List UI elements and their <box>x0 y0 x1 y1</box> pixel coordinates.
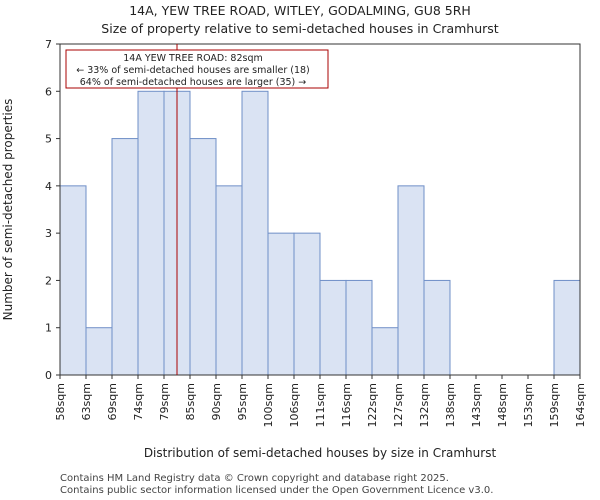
y-axis: 0 1 2 3 4 5 6 7 <box>45 38 60 382</box>
annotation-box: 14A YEW TREE ROAD: 82sqm ← 33% of semi-d… <box>65 49 329 89</box>
x-tick-label: 164sqm <box>574 383 587 427</box>
x-tick-label: 69sqm <box>106 383 119 420</box>
x-tick-label: 116sqm <box>340 383 353 427</box>
y-tick-label: 1 <box>45 322 52 335</box>
y-tick-label: 7 <box>45 38 52 51</box>
bar-132sqm <box>423 279 451 376</box>
bar-122sqm <box>371 327 399 376</box>
x-tick-label: 79sqm <box>158 383 171 420</box>
x-tick-label: 159sqm <box>548 383 561 427</box>
y-tick-label: 3 <box>45 227 52 240</box>
bar-95sqm <box>241 90 269 376</box>
bar-159sqm <box>553 279 581 376</box>
x-tick-label: 106sqm <box>288 383 301 427</box>
annotation-line-3: 64% of semi-detached houses are larger (… <box>80 77 307 88</box>
x-axis: 58sqm 63sqm 69sqm 74sqm 79sqm 85sqm 90sqm 95sqm… <box>54 375 587 427</box>
chart-title: 14A, YEW TREE ROAD, WITLEY, GODALMING, G… <box>129 3 471 18</box>
bar-106sqm <box>293 232 321 376</box>
bar-63sqm <box>85 327 113 376</box>
bar-90sqm <box>215 185 243 376</box>
bar-100sqm <box>267 232 295 376</box>
plot-frame <box>59 43 581 376</box>
x-tick-label: 132sqm <box>418 383 431 427</box>
x-tick-label: 111sqm <box>314 383 327 427</box>
y-tick-label: 0 <box>45 369 52 382</box>
x-tick-label: 122sqm <box>366 383 379 427</box>
x-tick-label: 100sqm <box>262 383 275 427</box>
bar-111sqm <box>319 279 347 376</box>
y-axis-label: Number of semi-detached properties <box>1 99 15 321</box>
annotation-line-1: 14A YEW TREE ROAD: 82sqm <box>123 53 263 64</box>
x-tick-label: 74sqm <box>132 383 145 420</box>
x-tick-label: 143sqm <box>470 383 483 427</box>
x-tick-label: 153sqm <box>522 383 535 427</box>
y-tick-label: 6 <box>45 85 52 98</box>
y-tick-label: 4 <box>45 180 52 193</box>
footer-line-1: Contains HM Land Registry data © Crown c… <box>60 473 449 484</box>
bar-116sqm <box>345 279 373 376</box>
annotation-line-2: ← 33% of semi-detached houses are smalle… <box>76 65 310 76</box>
x-tick-label: 58sqm <box>54 383 67 420</box>
bar-85sqm <box>189 138 217 376</box>
footer-line-2: Contains public sector information licen… <box>60 485 494 496</box>
bar-58sqm <box>59 185 87 376</box>
x-tick-label: 127sqm <box>392 383 405 427</box>
x-axis-label: Distribution of semi-detached houses by … <box>144 446 497 460</box>
chart-subtitle: Size of property relative to semi-detach… <box>101 21 499 36</box>
x-tick-label: 85sqm <box>184 383 197 420</box>
y-tick-label: 2 <box>45 274 52 287</box>
bar-69sqm <box>111 138 139 376</box>
x-tick-label: 63sqm <box>80 383 93 420</box>
bars-group <box>59 90 581 376</box>
bar-127sqm <box>397 185 425 376</box>
y-tick-label: 5 <box>45 133 52 146</box>
x-tick-label: 148sqm <box>496 383 509 427</box>
bar-74sqm <box>137 90 165 376</box>
x-tick-label: 90sqm <box>210 383 223 420</box>
x-tick-label: 95sqm <box>236 383 249 420</box>
x-tick-label: 138sqm <box>444 383 457 427</box>
